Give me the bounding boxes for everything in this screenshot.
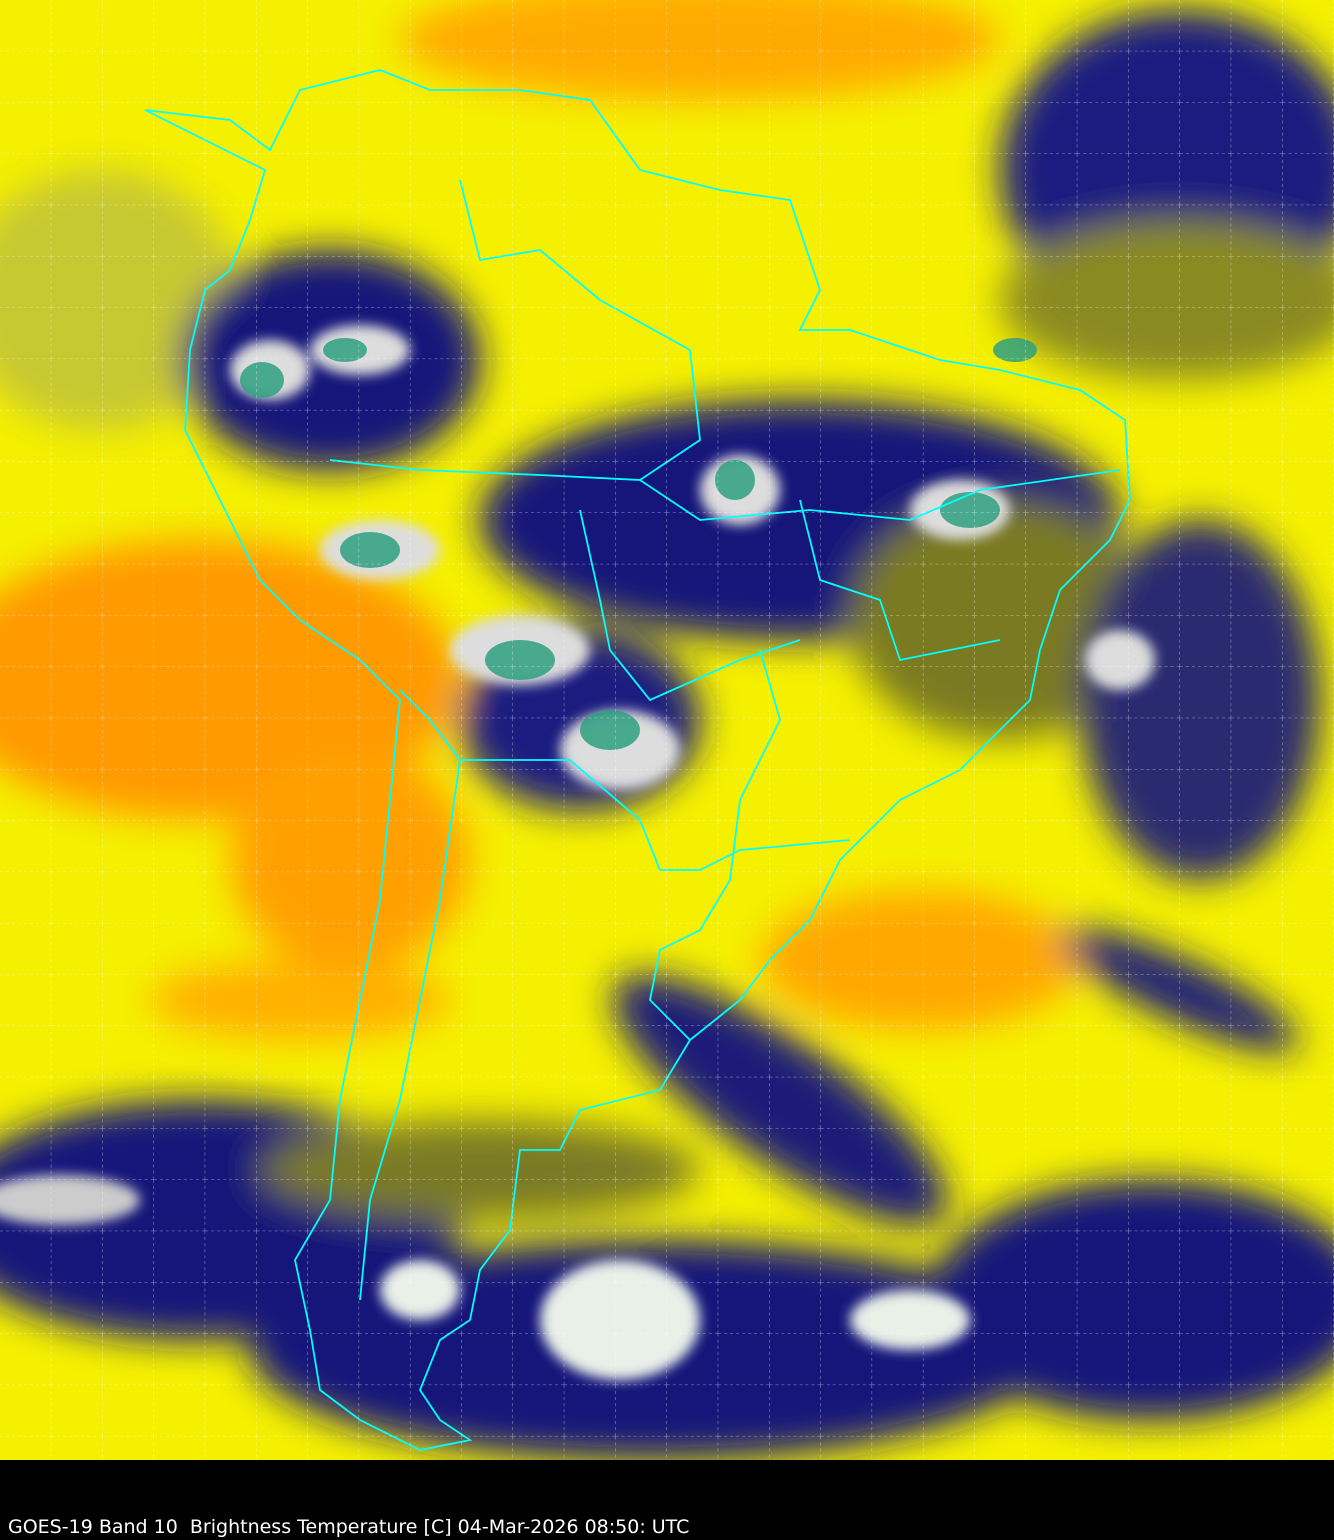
satellite-image xyxy=(0,0,1334,1460)
image-caption: GOES-19 Band 10 Brightness Temperature [… xyxy=(8,1516,690,1538)
graticule xyxy=(0,0,1334,1460)
